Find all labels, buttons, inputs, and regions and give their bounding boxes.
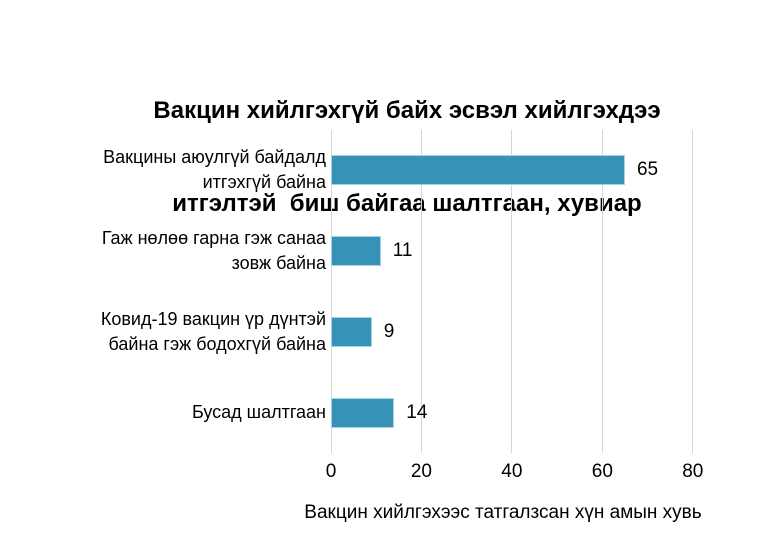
category-label: Ковид-19 вакцин үр дүнтэй байна гэж бодох… [30,292,326,373]
category-label-line: зовж байна [231,253,326,274]
x-tick-label: 60 [591,461,613,482]
category-label-line: Ковид-19 вакцин үр дүнтэй [100,308,326,329]
x-tick-label: 40 [501,461,523,482]
bar-value-label: 14 [406,401,428,423]
gridline [330,130,332,453]
category-label-line: итгэхгүй байна [202,172,326,193]
chart-title-line-2: итгэлтэй биш байгаа шалтгаан, хувиар [172,190,642,217]
bar [331,155,625,186]
gridline [511,130,513,453]
chart-title: Вакцин хийлгэхгүй байх эсвэл хийлгэхдээ … [57,33,757,281]
bar-value-label: 11 [392,240,413,262]
chart-title-line-1: Вакцин хийлгэхгүй байх эсвэл хийлгэхдээ [153,97,661,124]
category-label-line: Вакцины аюулгүй байдалд [103,147,326,168]
gridline [601,130,603,453]
category-label: Вакцины аюулгүй байдалд итгэхгүй байна [30,130,326,211]
bar [331,236,381,267]
bar [331,316,372,347]
category-label-line: Бусад шалтгаан [191,402,326,423]
category-label: Бусад шалтгаан [30,372,326,453]
category-label: Гаж нөлөө гарна гэж санаа зовж байна [30,211,326,292]
x-axis-label: Вакцин хийлгэхээс татгалзсан хүн амын ху… [304,502,702,523]
bar [331,397,395,428]
bar-value-label: 9 [383,320,395,342]
x-tick-label: 0 [325,461,337,482]
gridline [692,130,694,453]
gridline [420,130,422,453]
category-label-line: Гаж нөлөө гарна гэж санаа [101,228,326,249]
bar-value-label: 65 [636,159,659,181]
x-tick-label: 80 [682,461,704,482]
x-tick-label: 20 [410,461,432,482]
category-label-line: байна гэж бодохгүй байна [108,333,326,354]
